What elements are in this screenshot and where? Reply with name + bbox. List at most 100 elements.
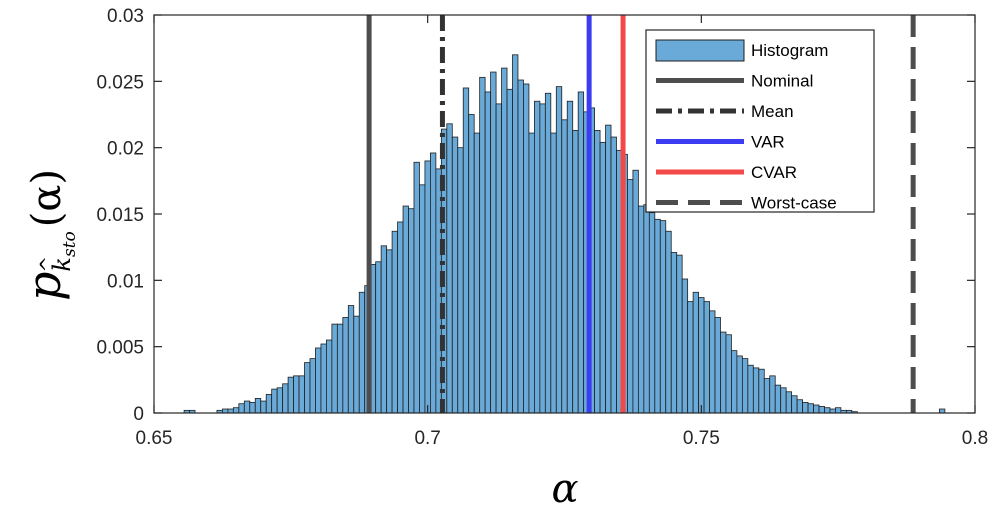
histogram-bar (720, 331, 727, 414)
histogram-bar (648, 212, 656, 414)
y-label-sub-sto: sto (60, 231, 80, 257)
histogram-bar (462, 87, 470, 414)
histogram-bar (802, 401, 809, 414)
histogram-bar (534, 100, 541, 414)
histogram-bar (807, 403, 814, 414)
histogram-bar (408, 208, 415, 414)
histogram-bar (599, 141, 606, 414)
histogram-bar (484, 91, 492, 414)
histogram-bar (637, 205, 645, 414)
histogram-bar (293, 375, 300, 414)
histogram-bar (528, 132, 535, 414)
y-label-main: p (17, 272, 71, 301)
histogram-bar (698, 297, 705, 414)
y-tick-label: 0.03 (107, 6, 144, 27)
histogram-bar (429, 152, 437, 414)
histogram-bar (320, 343, 327, 414)
histogram-bar (605, 124, 612, 414)
legend-label-cvar: CVAR (751, 163, 797, 182)
histogram-bar (358, 291, 366, 414)
y-label-arg: (α) (24, 169, 70, 227)
histogram-bar (550, 132, 557, 414)
histogram-bar (813, 404, 820, 414)
histogram-bar (594, 130, 601, 414)
histogram-bar (659, 220, 667, 414)
histogram-bar (796, 399, 803, 414)
histogram-bar (769, 375, 776, 414)
histogram-bar (835, 407, 842, 414)
y-label-hat: ^ (35, 256, 59, 273)
histogram-bar (544, 92, 552, 414)
histogram-bar (287, 376, 294, 414)
histogram-bar (375, 261, 382, 414)
legend-label-var: VAR (751, 133, 785, 152)
histogram-bar (298, 375, 305, 414)
histogram-bar (785, 391, 793, 414)
histogram-bar (506, 88, 513, 414)
x-tick-label: 0.65 (136, 428, 173, 449)
y-tick-label: 0 (133, 404, 144, 425)
histogram-bar (304, 362, 311, 414)
histogram-bar (681, 278, 689, 414)
histogram-bar (353, 315, 360, 414)
histogram-bar (736, 355, 743, 414)
histogram-bar (517, 79, 524, 414)
histogram-bar (473, 132, 481, 414)
y-label-sub-k: k (48, 257, 76, 272)
histogram-bar (402, 205, 409, 414)
histogram-bar (397, 221, 404, 414)
histogram-bar (276, 387, 284, 414)
legend: Histogram Nominal Mean VAR CVAR Worst-case (645, 29, 875, 213)
histogram-bar (566, 100, 574, 414)
histogram-bar (451, 136, 459, 414)
histogram-bar (468, 114, 475, 414)
histogram-bar (780, 387, 787, 414)
histogram-bar (271, 388, 278, 414)
svg-text:pksto(α): pksto (α) (17, 169, 80, 301)
histogram-bar (703, 301, 710, 414)
histogram-bar (249, 401, 256, 414)
x-tick-label: 0.75 (683, 428, 720, 449)
histogram-bar (243, 400, 251, 414)
histogram-bar (391, 230, 398, 414)
histogram-bar (419, 184, 426, 414)
histogram-bar (627, 179, 634, 414)
histogram-bar (386, 249, 393, 414)
histogram-bar (501, 67, 508, 414)
y-tick-label: 0.02 (107, 139, 144, 160)
histogram-bar (326, 339, 333, 414)
legend-label-nominal: Nominal (751, 72, 813, 91)
histogram-bar (424, 160, 431, 414)
histogram-bar (741, 358, 749, 414)
histogram-bar (709, 310, 716, 414)
histogram-bar (479, 76, 486, 414)
histogram-bar (731, 350, 738, 414)
x-tick-label: 0.8 (962, 428, 988, 449)
histogram-bar (490, 71, 497, 414)
histogram-bar (572, 130, 579, 414)
histogram-bar (336, 323, 344, 414)
histogram-bar (791, 395, 798, 414)
histogram-bar (561, 119, 568, 414)
histogram-bar (758, 368, 765, 414)
reference-lines (366, 15, 916, 413)
histogram-bar (824, 407, 831, 414)
histogram-bar (495, 103, 502, 414)
histogram-bar (632, 169, 639, 414)
histogram-bar (654, 218, 661, 414)
histogram-bar (539, 103, 546, 414)
histogram-bar (714, 317, 721, 414)
histogram-bar (413, 161, 420, 414)
x-axis-label: α (551, 466, 578, 510)
y-axis-label: pksto (α) ^ (17, 169, 80, 301)
histogram-bar (315, 347, 322, 414)
histogram-bar (512, 54, 519, 414)
histogram-bar (670, 252, 678, 414)
legend-label-mean: Mean (751, 102, 794, 121)
histogram-bar (342, 317, 349, 414)
y-tick-label: 0.005 (96, 338, 144, 359)
histogram-bar (692, 291, 699, 414)
histogram-bar (555, 86, 563, 414)
histogram-bar (260, 400, 267, 414)
